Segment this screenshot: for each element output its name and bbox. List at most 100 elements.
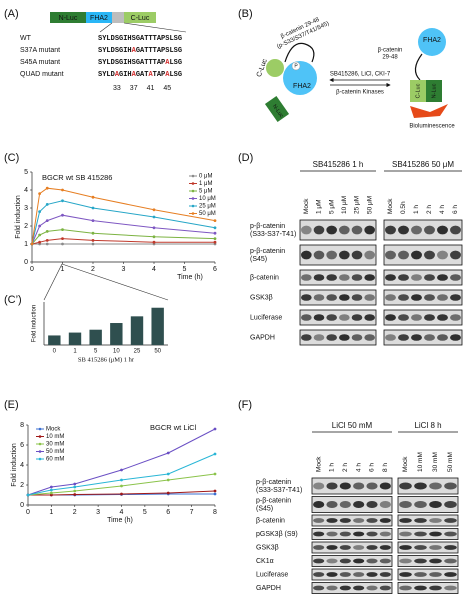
domain-label: N-Luc [59, 15, 78, 22]
point [38, 224, 42, 228]
band [301, 334, 312, 341]
chart-title: BGCR wt LiCl [150, 423, 197, 432]
band [326, 518, 338, 523]
blot-strip [311, 555, 393, 567]
point [45, 239, 49, 242]
band [414, 531, 427, 537]
bar [110, 323, 123, 345]
residue: L [106, 59, 110, 67]
band [444, 545, 457, 550]
lane-label: 8 h [382, 463, 389, 472]
residue: A [115, 71, 120, 79]
x-tick-label: 4 [152, 266, 156, 273]
band [366, 500, 378, 509]
x-tick-label: 25 [134, 349, 141, 355]
x-tick-label: 5 [183, 266, 187, 273]
band [313, 274, 325, 281]
lane-label: Mock [402, 456, 409, 472]
residue: S [174, 47, 178, 55]
band [313, 545, 325, 550]
scheme-label: N-Luc [431, 83, 437, 98]
point [61, 242, 64, 246]
bar [48, 335, 61, 345]
y-tick-label: 4 [20, 462, 24, 469]
y-tick-label: 0 [20, 502, 24, 509]
x-tick-label: 2 [73, 509, 77, 516]
panel-label: (B) [238, 8, 253, 20]
band [450, 274, 461, 281]
residue: T [144, 35, 148, 43]
lane-label: 6 h [369, 463, 376, 472]
point [213, 489, 217, 493]
band [379, 572, 391, 577]
scheme-label: Bioluminescence [409, 124, 455, 130]
lane-label: 50 mM [447, 452, 454, 472]
band [437, 250, 448, 260]
residue: P [161, 71, 165, 79]
x-tick-label: 0 [30, 266, 34, 273]
band [366, 558, 378, 564]
point [213, 219, 217, 223]
row-label: p-β-catenin [250, 223, 285, 230]
x-tick-label: 0 [53, 349, 57, 355]
legend-marker [191, 182, 195, 185]
residue: T [153, 35, 157, 43]
point [45, 242, 49, 246]
band [313, 585, 325, 591]
lane-label: 4 h [439, 205, 446, 214]
band [313, 225, 325, 235]
c-luc-shape [266, 59, 284, 77]
row-label: Luciferase [250, 314, 282, 321]
band [450, 225, 461, 235]
row-label: GAPDH [256, 585, 281, 592]
legend-label: 30 mM [46, 442, 64, 448]
band [339, 294, 350, 301]
y-tick-label: 2 [24, 223, 28, 230]
band [364, 225, 375, 235]
domain-box [124, 12, 156, 23]
point [61, 228, 64, 232]
band [399, 585, 412, 591]
band [366, 531, 378, 537]
point [213, 237, 217, 241]
residue: G [136, 35, 140, 43]
bar [151, 307, 164, 345]
row-label: p-β-catenin [250, 248, 285, 255]
band [339, 334, 350, 341]
point [38, 192, 42, 196]
band [429, 545, 442, 550]
lane-label: 2 h [342, 463, 349, 472]
band [437, 274, 448, 281]
point [49, 491, 53, 495]
residue: S [174, 59, 178, 67]
lane-label: Mock [387, 198, 394, 214]
point [152, 240, 156, 244]
band [398, 294, 409, 301]
y-tick-label: 4 [24, 187, 28, 194]
blot-strip [383, 244, 463, 266]
band [326, 500, 338, 509]
point [30, 242, 34, 246]
band [444, 585, 457, 591]
residue: G [119, 35, 123, 43]
residue-number: 33 [113, 85, 121, 92]
band [313, 294, 325, 301]
scheme-label: β-catenin Kinases [336, 90, 384, 96]
band [339, 545, 351, 550]
point [61, 188, 64, 192]
blot-strip [299, 309, 377, 326]
blot-strip [299, 289, 377, 306]
panel-label: (D) [238, 152, 253, 164]
band [399, 518, 412, 523]
zoom-line [123, 22, 187, 33]
scheme: C-Luc FHA2 P N-Luc β-catenin 29-48 (p-S3… [256, 17, 456, 130]
band [364, 250, 375, 260]
band [353, 572, 365, 577]
residue: H [127, 35, 131, 43]
scheme-label: FHA2 [423, 37, 441, 44]
band [411, 314, 422, 321]
band [301, 294, 312, 301]
band [414, 585, 427, 591]
band [351, 314, 363, 321]
